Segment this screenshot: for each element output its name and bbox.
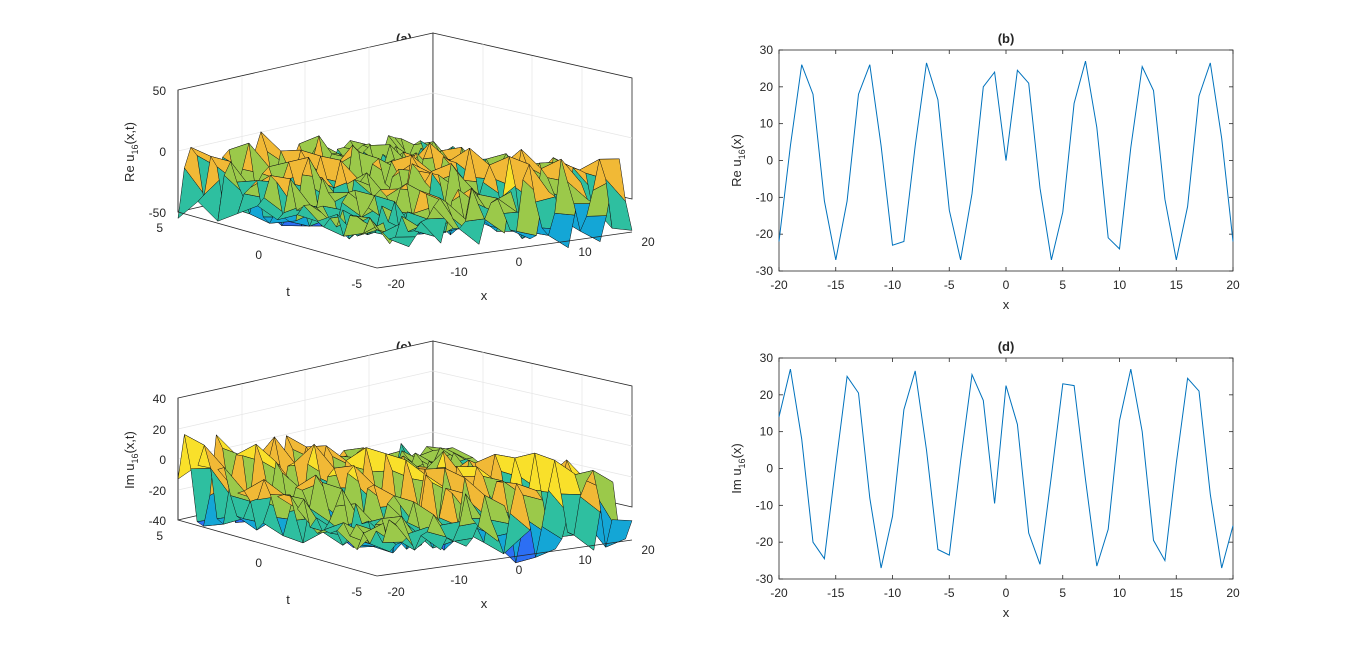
panel-c-t-tick: -5	[351, 585, 362, 599]
panel-a-surface	[177, 131, 633, 249]
panel-d-x-tick-label: -20	[770, 586, 788, 600]
panel-c-z-tick: -40	[149, 514, 167, 528]
panel-c-x-tick: 10	[578, 553, 592, 567]
panel-c-surface	[177, 434, 633, 564]
panel-d-y-tick-label: 20	[760, 388, 774, 402]
panel-b-x-tick-label: -5	[944, 278, 955, 292]
panel-a-t-tick: 5	[156, 221, 163, 235]
panel-a-t-tick: -5	[351, 277, 362, 291]
panel-b-x-tick-label: 20	[1226, 278, 1240, 292]
panel-c-z-tick: -20	[149, 484, 167, 498]
panel-c-x-tick: -10	[450, 573, 468, 587]
panel-d-x-tick-label: 15	[1170, 586, 1184, 600]
panel-d-x-tick-label: 0	[1003, 586, 1010, 600]
panel-d-series-line	[778, 368, 1234, 569]
panel-b-y-tick-label: -10	[756, 190, 774, 204]
panel-b-series-line	[778, 60, 1234, 261]
panel-c-x-label: x	[481, 596, 488, 611]
panel-d-y-tick-label: -10	[756, 498, 774, 512]
panel-c-t-tick: 5	[156, 529, 163, 543]
panel-d-x-label: x	[1003, 605, 1010, 620]
panel-c-z-tick: 0	[159, 453, 166, 467]
panel-c-z-tick: 40	[153, 392, 167, 406]
panel-a-x-tick: 20	[641, 235, 655, 249]
panel-c-x-tick: -20	[387, 585, 405, 599]
surface-patch	[388, 236, 416, 248]
panel-b-x-tick-label: 0	[1003, 278, 1010, 292]
panel-d-x-tick-label: -5	[944, 586, 955, 600]
panel-a-x-tick: -10	[450, 265, 468, 279]
panel-c-x-tick: 0	[516, 563, 523, 577]
panel-a-x-label: x	[481, 288, 488, 303]
panel-b-x-label: x	[1003, 297, 1010, 312]
panel-b-y-label: Re u16(x)	[729, 134, 747, 187]
surface-patch	[605, 519, 633, 548]
panel-b-y-tick-label: 20	[760, 80, 774, 94]
panel-b-x-tick-label: 5	[1059, 278, 1066, 292]
panel-c-t-label: t	[286, 592, 290, 607]
panel-a-z-tick: -50	[149, 206, 167, 220]
panel-c-x-tick: 20	[641, 543, 655, 557]
panel-d-x-tick-label: 5	[1059, 586, 1066, 600]
panel-c-t-axis	[177, 519, 378, 577]
panel-b: -20 -15 -10 -5 0 5 10 15 203020100-10-20-30(b)xR…	[729, 31, 1240, 312]
panel-c-z-tick: 20	[153, 423, 167, 437]
panel-d-y-tick-label: 10	[760, 425, 774, 439]
panel-d-x-tick-label: 20	[1226, 586, 1240, 600]
panel-d-y-tick-label: 30	[760, 351, 774, 365]
panel-d-x-tick-label: 10	[1113, 586, 1127, 600]
panel-b-x-tick-label: -20	[770, 278, 788, 292]
panel-a-x-tick: 0	[516, 255, 523, 269]
panel-d-y-label: Im u16(x)	[729, 443, 747, 493]
panel-c: (c) 40 20 0 -20 -40 5 0 -5 -20 -10 0 10 …	[122, 339, 655, 611]
panel-b-y-tick-label: -30	[756, 264, 774, 278]
panel-a-z-tick: 0	[159, 145, 166, 159]
panel-d-plot-area	[778, 357, 1234, 580]
panel-b-x-tick-label: -10	[884, 278, 902, 292]
panel-c-z-label: Im u16(x,t)	[122, 431, 140, 489]
panel-a-z-tick: 50	[153, 84, 167, 98]
panel-b-x-tick-label: -15	[827, 278, 845, 292]
panel-b-x-tick-label: 10	[1113, 278, 1127, 292]
panel-a-x-tick: -20	[387, 277, 405, 291]
surface-patch	[605, 178, 633, 231]
panel-a: (a) 50 0 -50 5 0 -5 -20 -10 0 10 20 t x …	[122, 31, 655, 303]
panel-b-y-tick-label: 10	[760, 117, 774, 131]
panel-b-x-tick-label: 15	[1170, 278, 1184, 292]
panel-d-y-tick-label: -20	[756, 535, 774, 549]
panel-b-title: (b)	[998, 31, 1015, 46]
panel-a-t-label: t	[286, 284, 290, 299]
panel-d-title: (d)	[998, 339, 1015, 354]
panel-d-y-tick-label: -30	[756, 572, 774, 586]
panel-b-y-tick-label: 0	[766, 154, 773, 168]
panel-c-x-axis	[376, 539, 633, 577]
panel-a-t-axis	[177, 211, 378, 269]
panel-a-x-tick: 10	[578, 245, 592, 259]
panel-d-x-tick-label: -15	[827, 586, 845, 600]
panel-a-t-tick: 0	[255, 248, 262, 262]
panel-a-x-axis	[376, 231, 633, 269]
panel-b-y-tick-label: 30	[760, 43, 774, 57]
panel-d: -20 -15 -10 -5 0 5 10 15 203020100-10-20-30(d)xI…	[729, 339, 1240, 620]
panel-d-y-tick-label: 0	[766, 462, 773, 476]
panel-c-t-tick: 0	[255, 556, 262, 570]
panel-d-x-tick-label: -10	[884, 586, 902, 600]
panel-b-y-tick-label: -20	[756, 227, 774, 241]
panel-a-z-label: Re u16(x,t)	[122, 122, 140, 182]
